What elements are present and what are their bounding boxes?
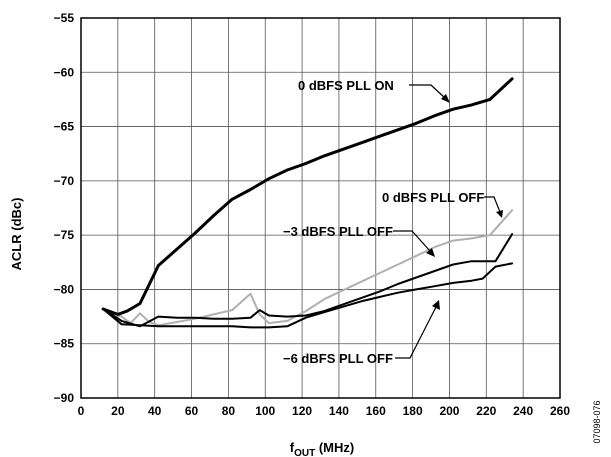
y-axis-label: ACLR (dBc): [9, 198, 24, 271]
x-tick-label: 180: [403, 404, 423, 418]
x-tick-labels: 0 20 40 60 80 100 120 140 160 180 200 220 240 260: [78, 404, 571, 418]
y-tick-labels: −55 −60 −65 −70 −75 −80 −85 −90: [54, 11, 75, 405]
figure-id: 07098-076: [592, 400, 602, 443]
x-axis-label-sub: OUT: [294, 448, 315, 457]
leader-line: [409, 84, 447, 100]
annotation-0dbfs-pll-on: 0 dBFS PLL ON: [298, 78, 450, 103]
x-tick-label: 260: [550, 404, 570, 418]
x-tick-label: 160: [366, 404, 386, 418]
x-tick-label: 40: [148, 404, 162, 418]
annotation-label: −6 dBFS PLL OFF: [283, 351, 393, 366]
y-tick-label: −55: [54, 11, 75, 25]
y-tick-label: −65: [54, 120, 75, 134]
arrowhead: [426, 248, 435, 257]
annotation-3dbfs-pll-off: −3 dBFS PLL OFF: [283, 224, 435, 257]
x-tick-label: 200: [439, 404, 459, 418]
leader-line: [395, 306, 437, 359]
y-tick-label: −70: [54, 174, 75, 188]
arrowhead: [441, 94, 450, 103]
annotation-6dbfs-pll-off: −6 dBFS PLL OFF: [283, 300, 440, 366]
series-line-0: [101, 77, 514, 316]
y-tick-label: −75: [54, 228, 75, 242]
x-tick-label: 0: [78, 404, 85, 418]
plot-frame: [80, 17, 561, 399]
x-tick-label: 60: [185, 404, 199, 418]
x-tick-label: 80: [222, 404, 236, 418]
series-line-2: [102, 233, 514, 328]
annotation-label: 0 dBFS PLL ON: [298, 78, 394, 93]
annotation-label: 0 dBFS PLL OFF: [382, 190, 484, 205]
arrowhead: [496, 210, 503, 218]
x-tick-label: 100: [255, 404, 275, 418]
x-tick-label: 20: [111, 404, 125, 418]
x-tick-label: 140: [329, 404, 349, 418]
y-tick-label: −80: [54, 282, 75, 296]
annotation-label: −3 dBFS PLL OFF: [283, 224, 393, 239]
x-tick-label: 220: [476, 404, 496, 418]
y-tick-label: −60: [54, 65, 75, 79]
leader-line: [393, 230, 431, 252]
y-tick-label: −85: [54, 337, 75, 351]
x-axis-label: fOUT (MHz): [290, 440, 354, 457]
x-axis-label-unit: (MHz): [315, 440, 354, 455]
arrowhead: [432, 300, 440, 310]
series-line-3: [102, 262, 514, 329]
x-axis-label-main: f: [290, 440, 295, 455]
annotation-0dbfs-pll-off: 0 dBFS PLL OFF: [382, 190, 503, 218]
x-tick-label: 120: [292, 404, 312, 418]
leader-line: [484, 196, 501, 213]
y-tick-label: −90: [54, 391, 75, 405]
x-tick-label: 240: [513, 404, 533, 418]
grid: [80, 17, 561, 399]
